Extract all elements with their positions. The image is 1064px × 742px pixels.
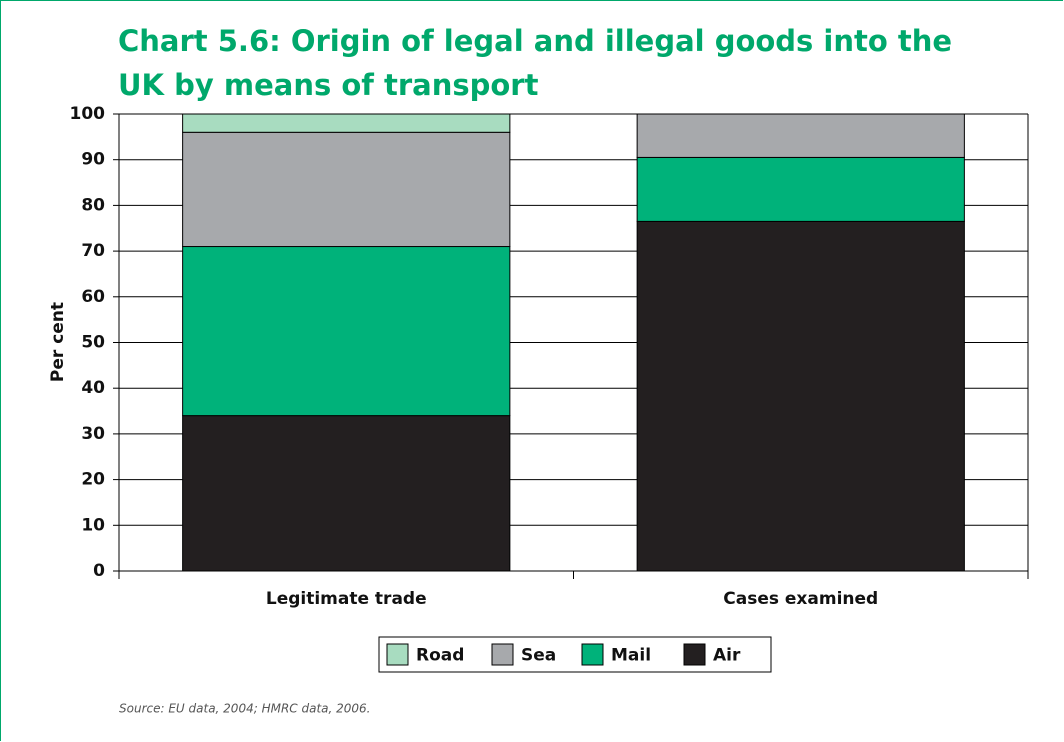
bar-segment xyxy=(636,220,965,572)
legend-swatch xyxy=(683,643,706,666)
legend-label: Air xyxy=(713,646,741,666)
y-tick-label: 60 xyxy=(81,287,105,307)
legend-swatch xyxy=(581,643,604,666)
legend-swatch xyxy=(386,643,409,666)
y-tick-label: 80 xyxy=(81,195,105,215)
legend-label: Road xyxy=(416,646,464,666)
legend-label: Sea xyxy=(521,646,556,666)
bar-segment xyxy=(182,246,511,417)
y-tick-label: 100 xyxy=(70,104,106,124)
legend-swatch xyxy=(491,643,514,666)
legend-label: Mail xyxy=(611,646,651,666)
bar-segment xyxy=(636,113,965,158)
y-axis-label: Per cent xyxy=(48,302,68,382)
x-tick-label: Legitimate trade xyxy=(266,589,427,609)
y-tick-label: 90 xyxy=(81,150,105,170)
y-tick-label: 10 xyxy=(81,515,105,535)
y-tick-label: 20 xyxy=(81,470,105,490)
y-tick-label: 0 xyxy=(93,561,105,581)
y-tick-label: 70 xyxy=(81,241,105,261)
y-tick-label: 30 xyxy=(81,424,105,444)
x-tick-label: Cases examined xyxy=(723,589,878,609)
bar-segment xyxy=(182,415,511,572)
bar-segment xyxy=(636,156,965,222)
bar-segment xyxy=(182,113,511,133)
y-tick-label: 40 xyxy=(81,378,105,398)
source: Source: EU data, 2004; HMRC data, 2006. xyxy=(119,702,371,716)
chart-title: Chart 5.6: Origin of legal and illegal g… xyxy=(118,24,953,102)
y-tick-label: 50 xyxy=(81,333,105,353)
bar-segment xyxy=(182,131,511,248)
legend-box xyxy=(378,636,772,673)
